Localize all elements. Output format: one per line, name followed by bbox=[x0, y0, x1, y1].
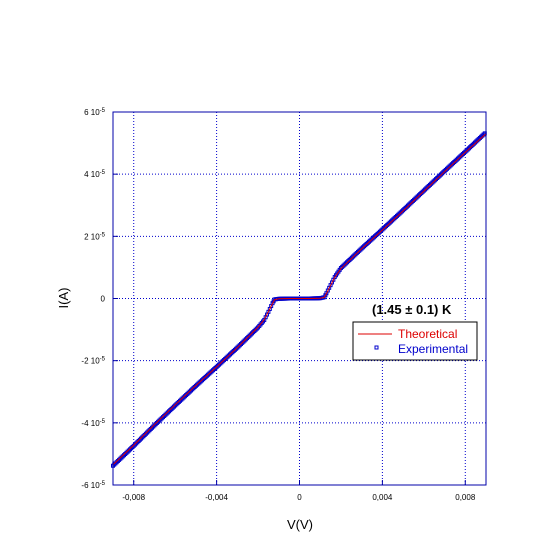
y-tick-exponent: -5 bbox=[100, 481, 106, 487]
y-tick-mantissa: 4 10 bbox=[84, 170, 100, 179]
legend-experimental-label: Experimental bbox=[398, 342, 468, 356]
y-tick-mantissa: -2 10 bbox=[81, 357, 100, 366]
y-tick-mantissa: 6 10 bbox=[84, 108, 100, 117]
y-tick-label: 2 10-5 bbox=[84, 232, 106, 241]
legend-theoretical-label: Theoretical bbox=[398, 327, 457, 341]
legend: Theoretical Experimental bbox=[352, 321, 478, 361]
y-tick-mantissa: -6 10 bbox=[81, 481, 100, 490]
y-tick-mantissa: -4 10 bbox=[81, 419, 100, 428]
x-tick-label: 0,008 bbox=[455, 493, 476, 502]
y-tick-exponent: -5 bbox=[100, 357, 106, 363]
y-axis-label: I(A) bbox=[56, 288, 71, 309]
experimental-series bbox=[111, 131, 487, 468]
series-layer bbox=[111, 131, 487, 468]
legend-experimental-swatch bbox=[374, 345, 379, 350]
y-tick-mantissa: 2 10 bbox=[84, 232, 100, 241]
y-tick-label: 0 bbox=[101, 295, 106, 304]
y-tick-mantissa: 0 bbox=[101, 295, 106, 304]
legend-box bbox=[352, 321, 478, 361]
x-axis-label: V(V) bbox=[287, 517, 313, 532]
x-tick-label: -0,008 bbox=[122, 493, 145, 502]
x-tick-label: -0,004 bbox=[205, 493, 228, 502]
y-tick-label: -6 10-5 bbox=[81, 481, 105, 490]
y-tick-label: -4 10-5 bbox=[81, 419, 105, 428]
y-tick-exponent: -5 bbox=[100, 232, 106, 238]
x-tick-label: 0,004 bbox=[372, 493, 393, 502]
y-tick-label: -2 10-5 bbox=[81, 357, 105, 366]
temperature-annotation: (1.45 ± 0.1) K bbox=[372, 302, 452, 317]
theoretical-line bbox=[112, 133, 487, 466]
y-tick-exponent: -5 bbox=[100, 419, 106, 425]
y-tick-exponent: -5 bbox=[100, 108, 106, 114]
y-tick-label: 6 10-5 bbox=[84, 108, 106, 117]
y-tick-label: 4 10-5 bbox=[84, 170, 106, 179]
x-tick-label: 0 bbox=[297, 493, 302, 502]
y-tick-exponent: -5 bbox=[100, 170, 106, 176]
